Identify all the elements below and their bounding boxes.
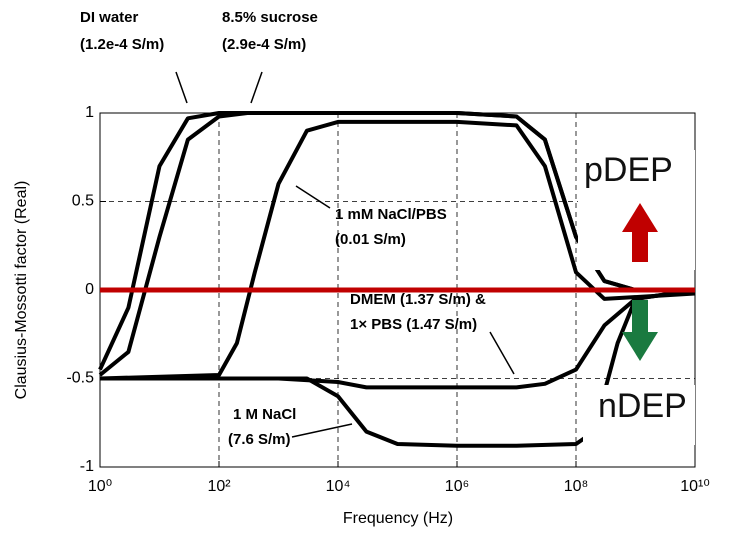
annotation: nDEP (598, 387, 687, 425)
annotation-arrows (175, 71, 515, 438)
y-tick-label: -0.5 (66, 370, 94, 387)
y-axis-label: Clausius-Mossotti factor (Real) (13, 181, 30, 400)
x-tick-label: 10¹⁰ (680, 478, 710, 495)
x-axis-label: Frequency (Hz) (343, 510, 453, 527)
ndep-arrow (622, 300, 658, 361)
annotation: 1× PBS (1.47 S/m) (350, 316, 477, 333)
y-tick-label: 0.5 (72, 193, 94, 210)
pdep-arrow (622, 203, 658, 262)
x-tick-label: 10⁸ (564, 478, 589, 495)
x-tick-label: 10⁴ (326, 478, 351, 495)
annotation: 1 M NaCl (233, 406, 296, 423)
x-tick-label: 10⁶ (445, 478, 469, 495)
label-backdrop (583, 385, 695, 445)
annotation: pDEP (584, 151, 673, 189)
arrow (250, 71, 263, 104)
series-line (99, 119, 696, 381)
annotation: 1 mM NaCl/PBS (335, 206, 447, 223)
x-tick-label: 10² (207, 478, 231, 495)
arrow (295, 185, 331, 209)
annotation: (0.01 S/m) (335, 231, 406, 248)
arrow (291, 423, 353, 438)
y-tick-label: 1 (85, 104, 94, 121)
series-line (100, 288, 696, 448)
arrow (489, 331, 515, 375)
series-line (100, 288, 696, 390)
y-tick-label: -1 (80, 458, 94, 475)
annotation: DI water (80, 9, 139, 26)
series-line (98, 111, 695, 377)
annotation: DMEM (1.37 S/m) & (350, 291, 486, 308)
annotation: (1.2e-4 S/m) (80, 36, 164, 53)
annotation: 8.5% sucrose (222, 9, 318, 26)
x-tick-label: 10⁰ (88, 478, 112, 495)
annotation: (7.6 S/m) (228, 431, 291, 448)
y-tick-label: 0 (85, 281, 94, 298)
arrow (175, 71, 188, 104)
annotation: (2.9e-4 S/m) (222, 36, 306, 53)
